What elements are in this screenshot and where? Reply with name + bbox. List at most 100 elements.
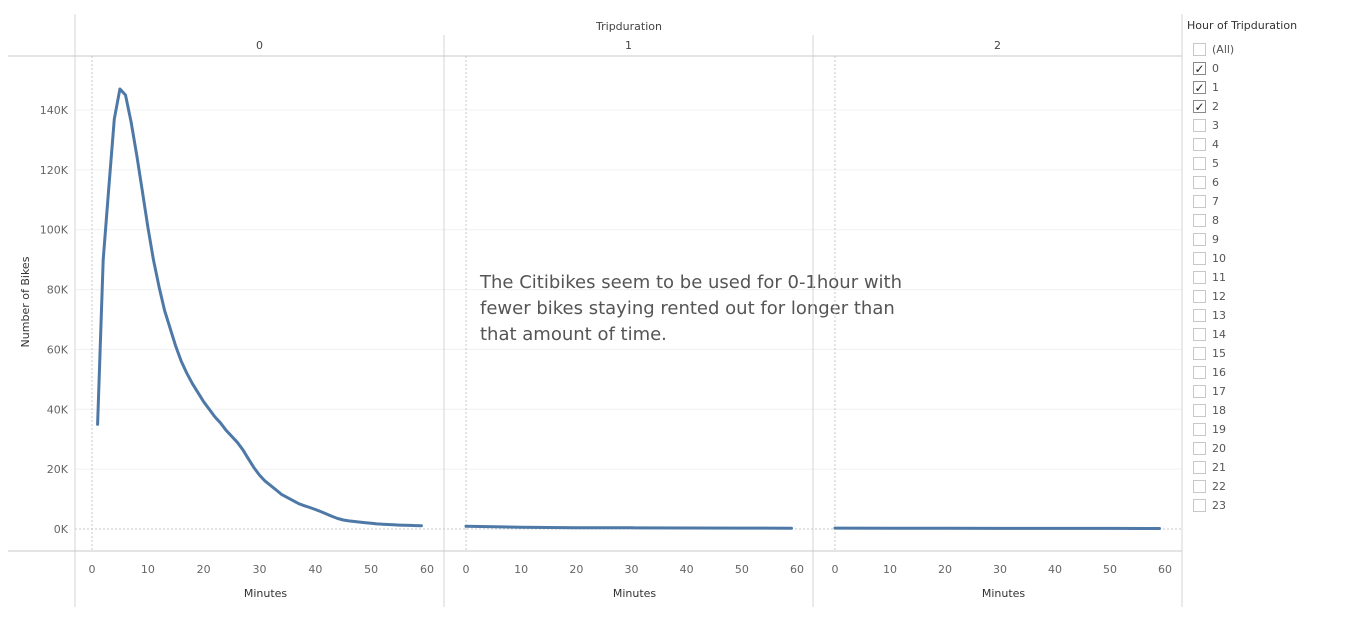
filter-item-label: 9 — [1212, 233, 1219, 246]
filter-item-label: 11 — [1212, 271, 1226, 284]
filter-item-label: 16 — [1212, 366, 1226, 379]
checkbox[interactable]: ✓ — [1193, 43, 1206, 56]
filter-item[interactable]: ✓ 11 — [1187, 268, 1357, 287]
filter-item[interactable]: ✓ 12 — [1187, 287, 1357, 306]
checkbox[interactable]: ✓ — [1193, 252, 1206, 265]
filter-item[interactable]: ✓ 14 — [1187, 325, 1357, 344]
checkbox[interactable]: ✓ — [1193, 290, 1206, 303]
filter-item-label: 2 — [1212, 100, 1219, 113]
filter-item-label: 21 — [1212, 461, 1226, 474]
filter-item[interactable]: ✓ 16 — [1187, 363, 1357, 382]
filter-item[interactable]: ✓ 23 — [1187, 496, 1357, 515]
checkbox[interactable]: ✓ — [1193, 309, 1206, 322]
x-tick-label: 0 — [463, 563, 470, 576]
x-tick-label: 40 — [680, 563, 694, 576]
checkbox[interactable]: ✓ — [1193, 499, 1206, 512]
filter-item[interactable]: ✓ 21 — [1187, 458, 1357, 477]
filter-item[interactable]: ✓5 — [1187, 154, 1357, 173]
checkbox[interactable]: ✓ — [1193, 404, 1206, 417]
x-tick-label: 60 — [790, 563, 804, 576]
x-tick-label: 40 — [1048, 563, 1062, 576]
checkbox[interactable]: ✓ — [1193, 480, 1206, 493]
filter-item-label: 10 — [1212, 252, 1226, 265]
x-tick-label: 10 — [514, 563, 528, 576]
filter-item[interactable]: ✓9 — [1187, 230, 1357, 249]
x-axis-title: Minutes — [244, 587, 288, 600]
filter-item[interactable]: ✓ 19 — [1187, 420, 1357, 439]
filter-item[interactable]: ✓ 1 — [1187, 78, 1357, 97]
x-tick-label: 0 — [832, 563, 839, 576]
checkbox[interactable]: ✓ — [1193, 119, 1206, 132]
filter-item-label: 12 — [1212, 290, 1226, 303]
x-tick-label: 30 — [253, 563, 267, 576]
filter-item[interactable]: ✓4 — [1187, 135, 1357, 154]
checkbox[interactable]: ✓ — [1193, 271, 1206, 284]
filter-item[interactable]: ✓ 20 — [1187, 439, 1357, 458]
checkbox[interactable]: ✓ — [1193, 157, 1206, 170]
panel-header: 0 — [256, 39, 263, 52]
filter-item-label: 22 — [1212, 480, 1226, 493]
checkbox[interactable]: ✓ — [1193, 176, 1206, 189]
filter-item[interactable]: ✓ 17 — [1187, 382, 1357, 401]
checkmark-icon: ✓ — [1194, 99, 1205, 114]
filter-item[interactable]: ✓ 15 — [1187, 344, 1357, 363]
panel-header: 2 — [994, 39, 1001, 52]
filter-item-label: 13 — [1212, 309, 1226, 322]
checkbox[interactable]: ✓ — [1193, 81, 1206, 94]
checkbox[interactable]: ✓ — [1193, 461, 1206, 474]
filter-item[interactable]: ✓ 10 — [1187, 249, 1357, 268]
filter-item-label: 19 — [1212, 423, 1226, 436]
filter-item[interactable]: ✓ (All) — [1187, 40, 1357, 59]
x-tick-label: 50 — [735, 563, 749, 576]
filter-item[interactable]: ✓ 22 — [1187, 477, 1357, 496]
column-header-title: Tripduration — [595, 20, 662, 33]
checkbox[interactable]: ✓ — [1193, 385, 1206, 398]
y-tick-label: 60K — [47, 343, 69, 356]
filter-item[interactable]: ✓ 18 — [1187, 401, 1357, 420]
filter-item[interactable]: ✓ 0 — [1187, 59, 1357, 78]
filter-item-label: 0 — [1212, 62, 1219, 75]
chart-annotation-line-3: that amount of time. — [480, 324, 667, 345]
checkbox[interactable]: ✓ — [1193, 195, 1206, 208]
line-chart: Tripduration Number of Bikes The Citibik… — [8, 14, 1183, 607]
checkbox[interactable]: ✓ — [1193, 347, 1206, 360]
chart-annotation-line-2: fewer bikes staying rented out for longe… — [480, 298, 895, 319]
filter-item-label: 8 — [1212, 214, 1219, 227]
checkbox[interactable]: ✓ — [1193, 214, 1206, 227]
filter-item-label: 23 — [1212, 499, 1226, 512]
checkbox[interactable]: ✓ — [1193, 328, 1206, 341]
filter-item-label: 20 — [1212, 442, 1226, 455]
y-tick-label: 20K — [47, 463, 69, 476]
x-tick-label: 0 — [89, 563, 96, 576]
x-tick-label: 10 — [883, 563, 897, 576]
checkbox[interactable]: ✓ — [1193, 366, 1206, 379]
y-tick-label: 120K — [40, 164, 69, 177]
filter-item-label: 5 — [1212, 157, 1219, 170]
filter-item-label: 18 — [1212, 404, 1226, 417]
filter-item[interactable]: ✓8 — [1187, 211, 1357, 230]
checkbox[interactable]: ✓ — [1193, 233, 1206, 246]
filter-item[interactable]: ✓7 — [1187, 192, 1357, 211]
x-axis-title: Minutes — [613, 587, 657, 600]
filter-item-label: 1 — [1212, 81, 1219, 94]
checkmark-icon: ✓ — [1194, 80, 1205, 95]
x-tick-label: 20 — [569, 563, 583, 576]
filter-item-label: 7 — [1212, 195, 1219, 208]
panel-header: 1 — [625, 39, 632, 52]
y-tick-label: 140K — [40, 104, 69, 117]
filter-item[interactable]: ✓ 13 — [1187, 306, 1357, 325]
filter-item[interactable]: ✓ 2 — [1187, 97, 1357, 116]
filter-item[interactable]: ✓6 — [1187, 173, 1357, 192]
filter-title: Hour of Tripduration — [1187, 19, 1298, 32]
checkbox[interactable]: ✓ — [1193, 138, 1206, 151]
checkbox[interactable]: ✓ — [1193, 442, 1206, 455]
x-tick-label: 10 — [141, 563, 155, 576]
checkbox[interactable]: ✓ — [1193, 62, 1206, 75]
filter-item[interactable]: ✓3 — [1187, 116, 1357, 135]
filter-item-label: (All) — [1212, 43, 1235, 56]
checkbox[interactable]: ✓ — [1193, 423, 1206, 436]
y-tick-label: 40K — [47, 403, 69, 416]
checkbox[interactable]: ✓ — [1193, 100, 1206, 113]
x-tick-label: 30 — [625, 563, 639, 576]
y-tick-label: 80K — [47, 284, 69, 297]
